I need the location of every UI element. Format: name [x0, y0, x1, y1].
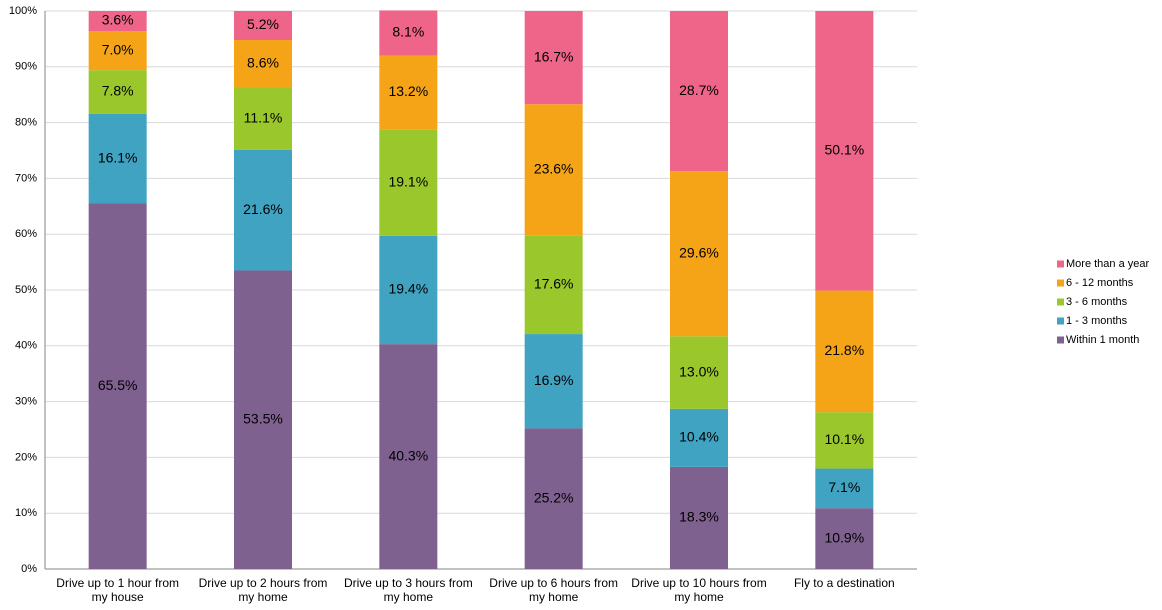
x-tick-label: Drive up to 2 hours from my home	[198, 576, 328, 604]
y-tick-label: 40%	[15, 340, 37, 352]
data-label: 65.5%	[98, 377, 138, 393]
legend-label: 6 - 12 months	[1066, 277, 1134, 289]
data-label: 10.9%	[824, 529, 864, 545]
bar-segment	[524, 11, 583, 105]
data-label: 7.8%	[102, 83, 134, 99]
legend-label: 3 - 6 months	[1066, 296, 1128, 308]
bar-segment	[234, 270, 292, 569]
legend-swatch	[1057, 298, 1064, 306]
y-tick-label: 60%	[15, 228, 37, 240]
bar-segment	[88, 31, 147, 71]
data-label: 29.6%	[679, 244, 719, 260]
bar-segment	[379, 129, 438, 236]
y-tick-label: 0%	[21, 563, 37, 575]
data-label: 53.5%	[243, 410, 283, 426]
bar-segment	[815, 290, 874, 413]
legend-swatch	[1057, 336, 1064, 344]
bar-segment	[379, 344, 438, 569]
bar-segment	[815, 412, 874, 469]
y-tick-label: 20%	[15, 451, 37, 463]
data-label: 25.2%	[534, 489, 574, 505]
bar-segment	[524, 428, 583, 569]
data-label: 21.8%	[824, 342, 864, 358]
data-label: 16.1%	[98, 149, 138, 165]
bar-segment	[670, 336, 728, 409]
data-label: 8.6%	[247, 55, 279, 71]
data-label: 13.2%	[388, 83, 428, 99]
bar-segment	[379, 55, 438, 130]
bar-segment	[234, 88, 292, 150]
bar-segment	[234, 149, 292, 271]
data-label: 10.1%	[824, 431, 864, 447]
y-tick-label: 100%	[9, 5, 37, 17]
data-label: 17.6%	[534, 276, 574, 292]
data-label: 10.4%	[679, 429, 719, 445]
data-label: 19.4%	[388, 281, 428, 297]
bar-segment	[815, 11, 874, 291]
bar-segment	[524, 334, 583, 429]
x-tick-label: Drive up to 6 hours from my home	[489, 576, 619, 604]
bar-segment	[524, 235, 583, 335]
y-tick-label: 90%	[15, 61, 37, 73]
data-label: 13.0%	[679, 363, 719, 379]
legend-label: More than a year	[1066, 258, 1149, 270]
data-label: 11.1%	[244, 110, 283, 126]
y-tick-label: 80%	[15, 117, 37, 129]
data-label: 50.1%	[824, 141, 864, 157]
bar-segment	[88, 203, 147, 569]
bar-segment	[234, 11, 292, 41]
data-label: 16.7%	[534, 48, 574, 64]
bar-segment	[670, 466, 728, 569]
data-label: 8.1%	[392, 24, 424, 40]
y-tick-label: 10%	[15, 507, 37, 519]
legend-label: Within 1 month	[1066, 334, 1139, 346]
data-label: 7.0%	[102, 41, 134, 57]
y-tick-label: 70%	[15, 172, 37, 184]
data-label: 21.6%	[243, 201, 283, 217]
y-tick-label: 30%	[15, 396, 37, 408]
data-label: 19.1%	[388, 173, 428, 189]
bar-segment	[379, 10, 438, 56]
bar-segment	[524, 104, 583, 236]
y-tick-label: 50%	[15, 284, 37, 296]
bar-segment	[88, 11, 147, 32]
legend-swatch	[1057, 260, 1064, 268]
bar-segment	[234, 40, 292, 89]
data-label: 3.6%	[102, 12, 134, 28]
bar-segment	[379, 235, 438, 345]
bar-segment	[88, 113, 147, 204]
legend-swatch	[1057, 317, 1064, 325]
data-label: 28.7%	[679, 82, 719, 98]
x-tick-label: Drive up to 3 hours from my home	[343, 576, 473, 604]
legend-swatch	[1057, 279, 1064, 287]
data-label: 16.9%	[534, 372, 574, 388]
bar-segment	[670, 11, 728, 172]
data-label: 40.3%	[388, 447, 428, 463]
bar-segment	[815, 508, 874, 569]
data-label: 18.3%	[679, 509, 719, 525]
x-tick-label: Drive up to 1 hour from my house	[56, 576, 180, 604]
x-tick-label: Fly to a destination	[793, 576, 895, 590]
data-label: 5.2%	[247, 16, 279, 32]
data-label: 7.1%	[828, 479, 860, 495]
bar-segment	[88, 70, 147, 114]
legend-label: 1 - 3 months	[1066, 315, 1128, 327]
bar-segment	[670, 408, 728, 467]
x-tick-label: Drive up to 10 hours from my home	[631, 576, 767, 604]
bar-segment	[670, 171, 728, 337]
data-label: 23.6%	[534, 161, 574, 177]
bar-segment	[815, 468, 874, 509]
